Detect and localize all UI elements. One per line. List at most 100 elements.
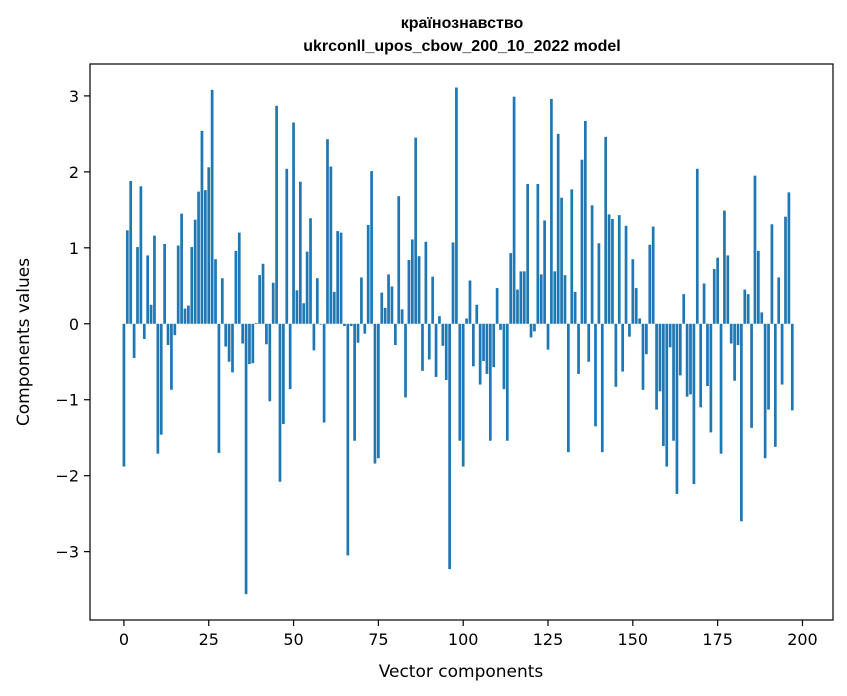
bar xyxy=(577,323,580,374)
bar xyxy=(322,323,326,423)
bar xyxy=(261,263,265,324)
bar xyxy=(166,323,170,346)
x-tick-label: 125 xyxy=(533,630,564,649)
bar xyxy=(784,216,787,324)
bar xyxy=(431,276,435,324)
bar xyxy=(488,323,492,441)
bar xyxy=(417,256,421,324)
bar xyxy=(427,323,431,360)
bar xyxy=(533,323,536,332)
bar xyxy=(746,294,750,324)
bar xyxy=(302,303,306,324)
bar xyxy=(536,184,540,324)
bar xyxy=(757,250,760,324)
bar xyxy=(665,323,669,467)
bar xyxy=(336,231,340,324)
bar xyxy=(356,323,360,343)
bar xyxy=(702,283,706,324)
bar xyxy=(265,323,268,345)
bar xyxy=(282,323,285,425)
bar xyxy=(329,166,333,324)
bar xyxy=(706,323,709,387)
x-tick-label: 0 xyxy=(119,630,129,649)
bar xyxy=(556,133,560,324)
bar xyxy=(672,323,675,441)
bar xyxy=(183,308,187,324)
bar xyxy=(780,323,784,385)
bar xyxy=(651,226,655,324)
bar xyxy=(465,318,468,324)
bar xyxy=(597,243,601,324)
bar xyxy=(624,225,628,324)
bar xyxy=(743,289,747,324)
bar xyxy=(753,175,757,324)
bar xyxy=(156,323,160,454)
bar xyxy=(451,242,455,324)
bar xyxy=(193,219,197,324)
bar xyxy=(485,323,489,374)
bar xyxy=(628,323,631,337)
bar xyxy=(631,259,635,324)
y-tick-label: 3 xyxy=(69,87,79,106)
bar xyxy=(567,323,570,453)
bar xyxy=(750,323,753,428)
x-tick-label: 150 xyxy=(618,630,649,649)
bar xyxy=(726,255,730,324)
bar xyxy=(692,323,696,485)
bar xyxy=(736,323,740,346)
bar xyxy=(546,323,550,350)
bar xyxy=(709,323,713,433)
bar xyxy=(773,323,777,447)
bar xyxy=(777,277,781,324)
x-tick-label: 100 xyxy=(448,630,479,649)
bar xyxy=(122,323,126,467)
bar xyxy=(146,255,150,324)
bar xyxy=(600,323,604,453)
bar xyxy=(519,271,523,324)
bar xyxy=(207,167,211,324)
bar xyxy=(149,304,153,324)
bar xyxy=(210,89,214,324)
bar xyxy=(414,137,418,324)
bar xyxy=(200,130,204,324)
y-axis-label: Components values xyxy=(14,258,34,426)
bar xyxy=(217,323,221,453)
bar xyxy=(499,323,502,330)
bar xyxy=(305,251,309,324)
bar xyxy=(543,220,546,324)
bar xyxy=(366,225,370,324)
bar xyxy=(472,323,475,367)
bar xyxy=(475,304,479,324)
bar xyxy=(441,323,445,346)
bar xyxy=(407,259,411,324)
bar xyxy=(614,323,618,387)
bar xyxy=(539,274,543,324)
bar xyxy=(288,323,292,390)
bar xyxy=(353,323,356,441)
bar xyxy=(634,288,638,324)
bar xyxy=(621,323,625,372)
x-tick-label: 25 xyxy=(199,630,219,649)
bar xyxy=(343,323,346,327)
bar xyxy=(163,244,166,324)
bar xyxy=(678,323,682,376)
bar xyxy=(275,105,278,324)
bar xyxy=(590,205,594,324)
bar xyxy=(400,309,404,324)
bar xyxy=(482,323,485,361)
bar xyxy=(180,213,183,324)
bar xyxy=(278,323,282,482)
bar xyxy=(604,136,608,324)
bar xyxy=(573,291,577,324)
bar xyxy=(244,323,248,595)
bar xyxy=(495,288,499,324)
y-tick-label: 0 xyxy=(69,315,79,334)
bar xyxy=(645,323,648,355)
chart-subtitle: ukrconll_upos_cbow_200_10_2022 model xyxy=(303,38,620,55)
bar xyxy=(553,271,557,324)
x-axis-ticks: 0 25 50 75 100 125 150 175 200 xyxy=(119,620,818,649)
x-tick-label: 200 xyxy=(787,630,818,649)
bar xyxy=(383,307,387,324)
bar xyxy=(241,323,245,344)
bar xyxy=(424,241,428,324)
